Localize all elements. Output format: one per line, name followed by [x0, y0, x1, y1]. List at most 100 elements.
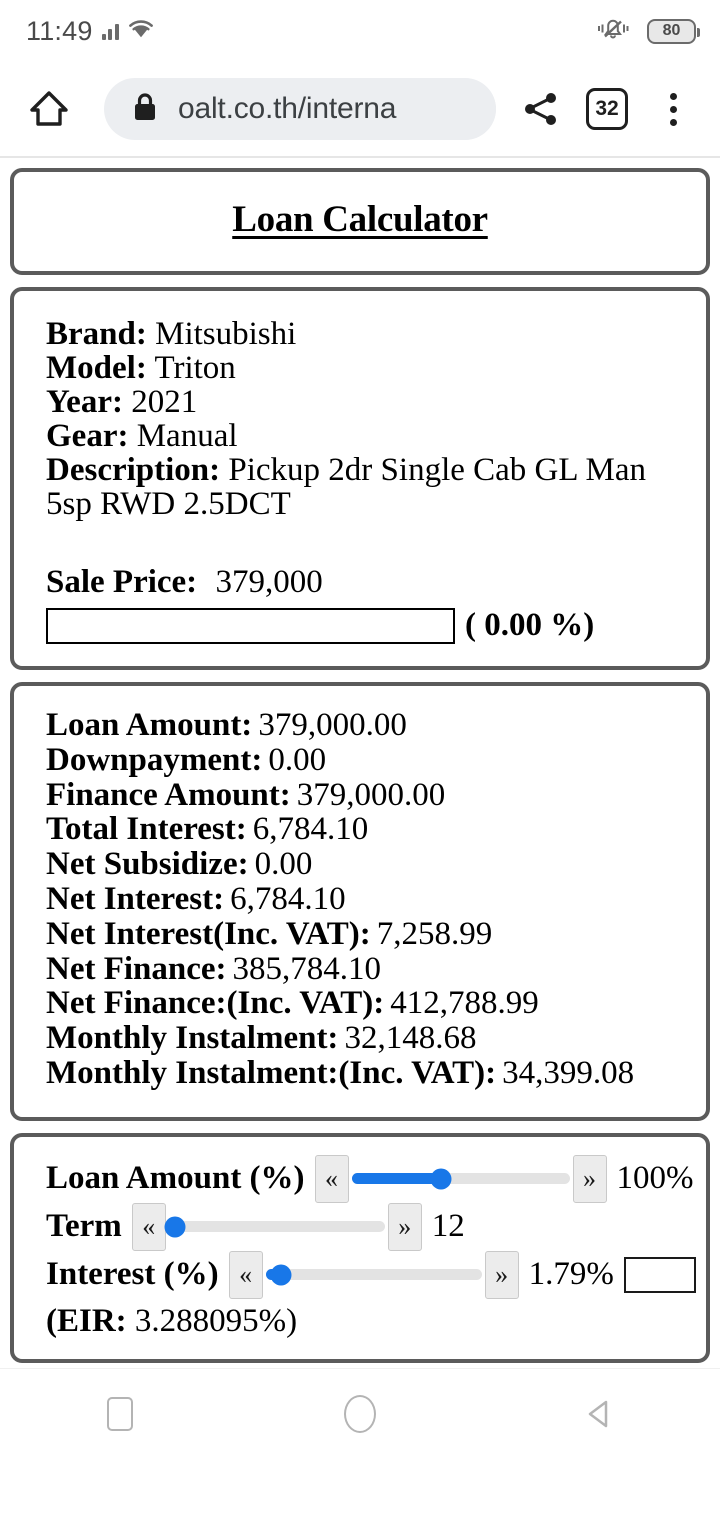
title-card: Loan Calculator [10, 168, 710, 275]
loan-results-card: Loan Amount: 379,000.00 Downpayment: 0.00 … [10, 682, 710, 1121]
discount-input-row: ( 0.00 %) [14, 601, 706, 644]
result-net-interest: Net Interest: 6,784.10 [14, 882, 706, 917]
spec-value: Triton [154, 350, 236, 386]
result-downpayment: Downpayment: 0.00 [14, 741, 706, 778]
browser-toolbar: oalt.co.th/interna 32 [0, 62, 720, 158]
status-bar-left: 11:49 [26, 16, 154, 47]
vehicle-spec-model: Model: Triton [14, 351, 706, 385]
battery-level-text: 80 [662, 22, 681, 39]
spec-key: Brand: [46, 316, 147, 352]
page-content: Loan Calculator Brand: Mitsubishi Model:… [0, 158, 720, 1458]
term-increment-button[interactable]: » [387, 1202, 422, 1251]
vehicle-spec-year: Year: 2021 [14, 385, 706, 419]
loan-parameters-card: Loan Amount (%) « » 100% Term « » 12 Int… [10, 1132, 710, 1363]
spec-key: Gear: [46, 418, 129, 454]
interest-increment-button[interactable]: » [484, 1250, 519, 1299]
eir-line: (EIR: 3.288095%) [14, 1299, 706, 1341]
vehicle-details-card: Brand: Mitsubishi Model: Triton Year: 20… [10, 287, 710, 670]
loan-amount-increment-button[interactable]: » [572, 1154, 607, 1203]
lock-icon [132, 91, 158, 128]
loan-amount-label: Loan Amount (%) [46, 1160, 305, 1197]
result-key: Net Interest(Inc. VAT): [46, 915, 371, 952]
discount-percent-text: ( 0.00 %) [465, 607, 595, 643]
vehicle-spec-gear: Gear: Manual [14, 419, 706, 453]
result-key: Loan Amount: [46, 707, 253, 743]
overflow-menu-icon[interactable] [644, 80, 702, 138]
result-key: Monthly Instalment: [46, 1020, 339, 1057]
result-loan-amount: Loan Amount: 379,000.00 [14, 708, 706, 743]
spec-value: 2021 [131, 384, 198, 420]
interest-slider-track[interactable] [265, 1264, 482, 1286]
loan-amount-slider-thumb[interactable] [430, 1168, 452, 1190]
spec-key: Description: [46, 452, 221, 488]
home-icon[interactable] [20, 80, 78, 138]
result-key: Net Interest: [46, 880, 225, 917]
result-value: 7,258.99 [376, 915, 493, 952]
page-title: Loan Calculator [232, 199, 488, 240]
result-value: 32,148.68 [344, 1020, 477, 1057]
tab-switcher-button[interactable]: 32 [578, 80, 636, 138]
result-monthly-instalment: Monthly Instalment: 32,148.68 [14, 1021, 706, 1056]
loan-amount-slider-row: Loan Amount (%) « » 100% [14, 1154, 706, 1203]
loan-amount-slider-track[interactable] [351, 1168, 570, 1190]
square-recents-icon[interactable] [60, 1379, 180, 1449]
loan-amount-value: 100% [616, 1160, 694, 1197]
result-value: 6,784.10 [230, 880, 346, 917]
discount-input[interactable] [46, 607, 455, 644]
interest-slider-thumb[interactable] [270, 1264, 292, 1286]
triangle-back-icon[interactable] [540, 1379, 660, 1449]
kebab-dots [669, 92, 677, 126]
status-bar-right: 80 [593, 15, 700, 48]
result-value: 385,784.10 [232, 950, 382, 987]
term-value: 12 [431, 1208, 465, 1245]
result-finance-amount: Finance Amount: 379,000.00 [14, 776, 706, 813]
interest-label: Interest (%) [46, 1256, 219, 1293]
term-label: Term [46, 1208, 122, 1245]
result-key: Net Finance:(Inc. VAT): [46, 985, 385, 1022]
share-icon[interactable] [512, 80, 570, 138]
result-net-finance-vat: Net Finance:(Inc. VAT): 412,788.99 [14, 986, 706, 1021]
tab-count-text: 32 [595, 97, 619, 120]
result-key: Total Interest: [46, 811, 247, 848]
sale-price-value: 379,000 [215, 564, 323, 600]
result-total-interest: Total Interest: 6,784.10 [14, 812, 706, 847]
interest-input[interactable] [623, 1256, 696, 1293]
term-slider-track[interactable] [164, 1216, 385, 1238]
spec-key: Model: [46, 350, 147, 386]
term-decrement-button[interactable]: « [131, 1202, 166, 1251]
status-bar: 11:49 80 [0, 0, 720, 62]
eir-value: 3.288095%) [134, 1302, 298, 1339]
result-key: Net Subsidize: [46, 846, 249, 883]
result-value: 0.00 [254, 846, 313, 883]
interest-decrement-button[interactable]: « [228, 1250, 263, 1299]
bell-muted-icon [593, 15, 633, 48]
interest-value: 1.79% [528, 1256, 614, 1293]
result-net-finance: Net Finance: 385,784.10 [14, 950, 706, 987]
url-text: oalt.co.th/interna [178, 92, 397, 125]
interest-slider-row: Interest (%) « » 1.79% [14, 1250, 706, 1299]
result-value: 0.00 [268, 741, 327, 778]
loan-amount-decrement-button[interactable]: « [314, 1154, 349, 1203]
result-value: 379,000.00 [296, 776, 446, 813]
result-net-subsidize: Net Subsidize: 0.00 [14, 847, 706, 882]
result-key: Net Finance: [46, 950, 227, 987]
status-time: 11:49 [26, 15, 93, 46]
result-key: Downpayment: [46, 741, 263, 778]
term-slider-thumb[interactable] [164, 1216, 186, 1238]
result-value: 412,788.99 [390, 985, 539, 1022]
vehicle-spec-description: Description: Pickup 2dr Single Cab GL Ma… [14, 453, 706, 521]
spec-key: Year: [46, 384, 123, 420]
circle-home-icon[interactable] [300, 1379, 420, 1449]
battery-icon: 80 [647, 18, 700, 44]
result-key: Finance Amount: [46, 776, 291, 813]
cellular-signal-icon [101, 22, 119, 40]
loan-amount-slider-fill [351, 1173, 441, 1185]
android-nav-bar [0, 1368, 720, 1458]
result-value: 34,399.08 [502, 1054, 635, 1091]
tab-count-box: 32 [586, 88, 628, 130]
url-bar[interactable]: oalt.co.th/interna [104, 78, 496, 140]
term-slider-row: Term « » 12 [14, 1202, 706, 1251]
spec-value: Manual [136, 418, 238, 454]
eir-label: (EIR: [46, 1302, 127, 1339]
sale-price-line: Sale Price: 379,000 [14, 563, 706, 601]
